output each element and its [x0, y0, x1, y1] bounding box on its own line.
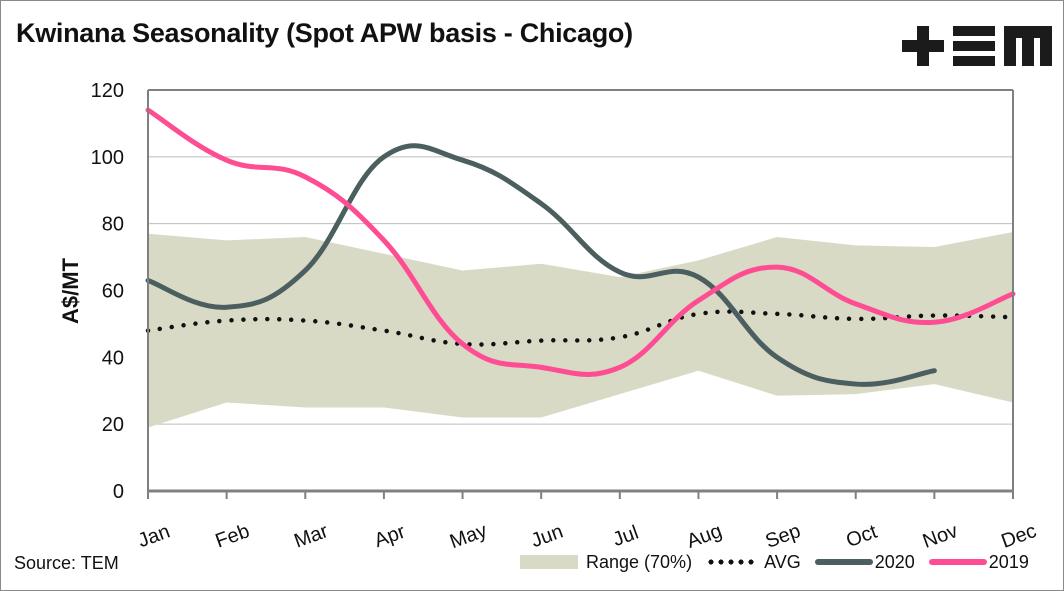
x-tick-feb: Feb	[213, 520, 253, 552]
chart-title: Kwinana Seasonality (Spot APW basis - Ch…	[16, 18, 633, 48]
x-tick-may: May	[447, 520, 490, 554]
x-tick-jul: Jul	[610, 522, 642, 551]
legend-label-2019: 2019	[988, 551, 1029, 572]
source-note: Source: TEM	[14, 553, 119, 573]
series-avg	[145, 309, 1016, 347]
y-tick-0: 0	[113, 481, 124, 503]
legend-swatch-range	[520, 555, 578, 569]
series-2020	[145, 143, 937, 387]
legend-swatch-2019	[928, 559, 987, 565]
legend-label-avg: AVG	[764, 551, 801, 572]
y-tick-20: 20	[102, 414, 124, 436]
legend-item-range: Range (70%)	[520, 552, 692, 573]
series-2019	[145, 107, 1016, 377]
y-tick-labels: 0 20 40 60 80 100 120	[91, 80, 124, 503]
y-tick-40: 40	[102, 347, 124, 369]
line-2020	[145, 143, 937, 387]
range-band	[148, 232, 1013, 428]
x-tick-apr: Apr	[371, 521, 408, 552]
x-tick-jan: Jan	[135, 521, 173, 553]
y-tick-60: 60	[102, 281, 124, 303]
legend-item-2019: 2019	[928, 551, 1029, 573]
x-tick-mar: Mar	[291, 520, 331, 553]
tem-logo-icon	[900, 24, 1056, 73]
legend-item-2020: 2020	[814, 551, 915, 573]
y-tick-100: 100	[91, 147, 124, 169]
legend-item-avg: AVG	[706, 552, 801, 573]
legend-label-2020: 2020	[874, 551, 915, 572]
line-avg	[145, 309, 1016, 347]
y-tick-120: 120	[91, 80, 124, 102]
axes	[147, 89, 1014, 499]
range-band-layer	[148, 232, 1013, 428]
legend-swatch-avg	[706, 559, 757, 565]
legend-swatch-2020	[814, 559, 873, 565]
y-tick-80: 80	[102, 214, 124, 236]
chart-legend: Range (70%) AVG 2020 2019	[520, 548, 1043, 576]
line-2019	[145, 107, 1016, 377]
legend-label-range: Range (70%)	[586, 551, 693, 572]
y-axis-label: A$/MT	[58, 257, 83, 324]
series-layer	[145, 107, 1016, 387]
